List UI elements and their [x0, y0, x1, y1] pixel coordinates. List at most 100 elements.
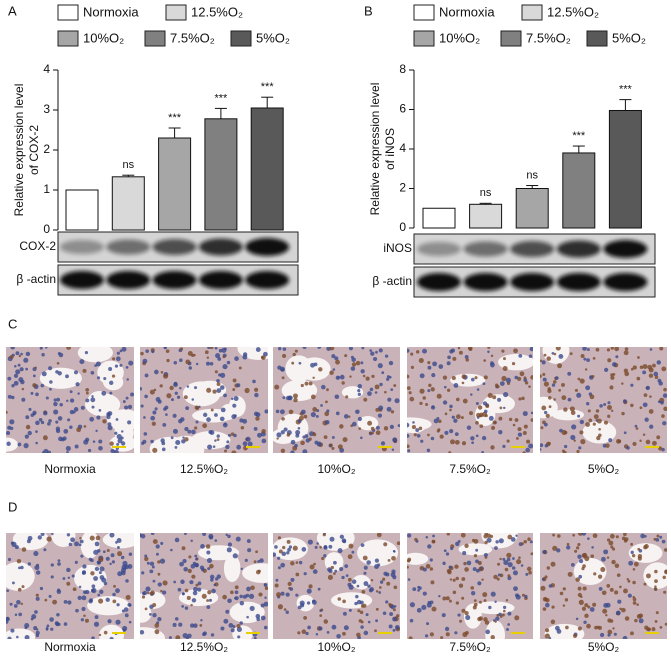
nucleus [297, 605, 302, 610]
nucleus [182, 558, 187, 564]
nucleus [379, 382, 383, 387]
nucleus [589, 394, 595, 400]
nucleus [27, 535, 33, 541]
nucleus [326, 388, 329, 392]
nucleus [323, 554, 327, 558]
nucleus [55, 622, 60, 627]
nucleus [505, 377, 511, 383]
nucleus [465, 614, 471, 621]
nucleus [518, 397, 522, 401]
nucleus [419, 388, 425, 394]
nucleus [520, 542, 524, 546]
nucleus [285, 395, 291, 401]
nucleus [59, 403, 63, 407]
nucleus [209, 574, 215, 580]
nucleus [649, 424, 654, 429]
nucleus [495, 616, 500, 621]
nucleus [551, 383, 556, 387]
nucleus [429, 632, 434, 637]
nucleus [63, 622, 68, 626]
nucleus [294, 349, 298, 353]
nucleus [127, 420, 132, 425]
nucleus [357, 416, 362, 422]
nucleus [576, 546, 580, 550]
nucleus [155, 552, 159, 556]
nucleus [593, 414, 599, 420]
nucleus [99, 566, 105, 572]
nucleus [542, 607, 547, 611]
nucleus [543, 381, 549, 387]
nucleus [374, 558, 380, 563]
nucleus [164, 405, 169, 410]
nucleus [521, 396, 525, 401]
nucleus [375, 430, 381, 436]
nucleus [169, 385, 174, 391]
nucleus [479, 600, 482, 604]
nucleus [124, 613, 129, 618]
nucleus [356, 584, 360, 588]
nucleus [321, 556, 325, 561]
nucleus [230, 590, 234, 595]
nucleus [484, 414, 488, 418]
nucleus [393, 384, 397, 387]
nucleus [283, 608, 287, 611]
nucleus [585, 385, 591, 391]
nucleus [275, 578, 279, 582]
nucleus [655, 611, 659, 615]
nucleus [370, 351, 375, 356]
nucleus [445, 596, 450, 601]
nucleus [69, 425, 73, 429]
y-tick-label: 2 [43, 142, 50, 156]
nucleus [335, 359, 340, 365]
alveolus [140, 591, 166, 610]
nucleus [621, 607, 626, 613]
nucleus [181, 605, 185, 608]
nucleus [462, 551, 467, 556]
nucleus [144, 607, 148, 611]
nucleus [316, 441, 322, 447]
nucleus [16, 635, 19, 639]
nucleus [39, 347, 43, 350]
nucleus [225, 609, 230, 614]
error-bar [619, 99, 632, 111]
nucleus [576, 392, 582, 398]
nucleus [581, 533, 587, 536]
nucleus [654, 579, 658, 583]
nucleus [497, 573, 501, 577]
nucleus [67, 600, 72, 605]
nucleus [19, 367, 24, 372]
nucleus [247, 548, 252, 553]
nucleus [494, 383, 499, 387]
nucleus [635, 427, 639, 430]
nucleus [242, 441, 248, 447]
nucleus [37, 535, 42, 540]
nucleus [276, 437, 279, 440]
nucleus [523, 376, 527, 380]
nucleus [342, 611, 347, 616]
nucleus [594, 625, 598, 630]
nucleus [654, 587, 658, 591]
nucleus [567, 397, 572, 402]
bar [515, 188, 549, 229]
significance-label: *** [572, 130, 586, 142]
nucleus [126, 378, 129, 381]
nucleus [412, 587, 417, 592]
nucleus [583, 357, 587, 361]
nucleus [240, 567, 243, 571]
nucleus [21, 397, 26, 402]
nucleus [517, 432, 523, 437]
nucleus [201, 593, 207, 599]
nucleus [659, 535, 663, 539]
nucleus [544, 422, 548, 427]
nucleus [97, 376, 101, 380]
nucleus [414, 537, 418, 542]
nucleus [116, 351, 120, 355]
nucleus [590, 554, 595, 558]
nucleus [81, 606, 86, 612]
nucleus [195, 557, 198, 561]
nucleus [381, 371, 385, 375]
nucleus [24, 623, 30, 629]
nucleus [501, 349, 505, 353]
nucleus [369, 349, 373, 352]
nucleus [379, 580, 384, 584]
